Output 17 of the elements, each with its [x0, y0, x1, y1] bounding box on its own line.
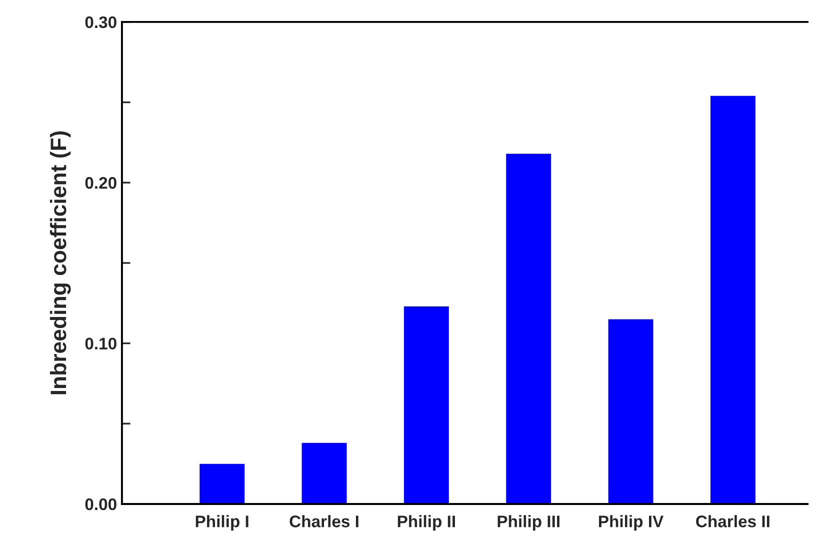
- x-tick-label: Charles II: [696, 515, 770, 528]
- y-tick-label: 0.10: [85, 338, 116, 350]
- y-tick-label: 0.00: [85, 498, 116, 510]
- x-tick-label: Philip II: [398, 515, 455, 531]
- y-tick-label: 0.20: [85, 177, 116, 189]
- x-tick-label: Philip IV: [599, 515, 664, 531]
- y-axis-title: Inbreeding coefficient (F): [50, 131, 71, 394]
- bar: [404, 306, 449, 504]
- x-tick-label: Philip III: [498, 515, 560, 531]
- bar: [506, 154, 552, 504]
- y-tick-label: 0.30: [85, 16, 116, 28]
- x-tick-label: Charles I: [290, 515, 358, 528]
- bar: [710, 96, 756, 504]
- bar: [608, 319, 654, 504]
- x-tick-label: Philip I: [196, 515, 248, 531]
- bar: [200, 464, 245, 504]
- bar: [302, 442, 347, 504]
